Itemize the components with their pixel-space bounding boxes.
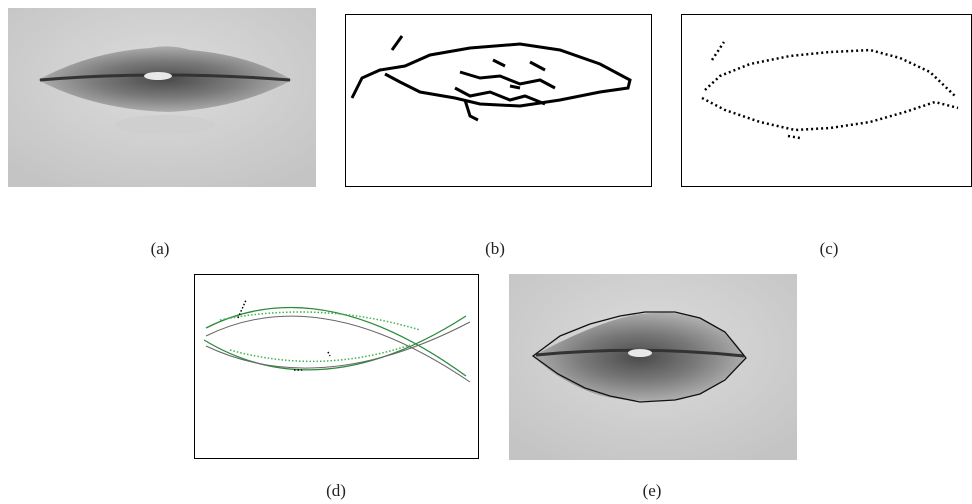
panel-label: (a) <box>151 239 170 258</box>
panel-label: (b) <box>485 239 505 258</box>
frame <box>682 15 972 187</box>
panel-label: (c) <box>820 239 839 258</box>
panel-c <box>682 15 972 187</box>
panel-b <box>346 15 652 187</box>
chin-shade <box>115 115 215 135</box>
highlight <box>144 72 172 80</box>
highlight <box>628 349 652 357</box>
panel-a <box>8 8 316 187</box>
panel-label: (e) <box>643 481 662 500</box>
frame <box>346 15 652 187</box>
panel-label: (d) <box>326 481 346 500</box>
figure: (a) (b) (c) <box>0 0 972 504</box>
panel-e <box>509 274 797 460</box>
panel-d <box>195 275 479 459</box>
